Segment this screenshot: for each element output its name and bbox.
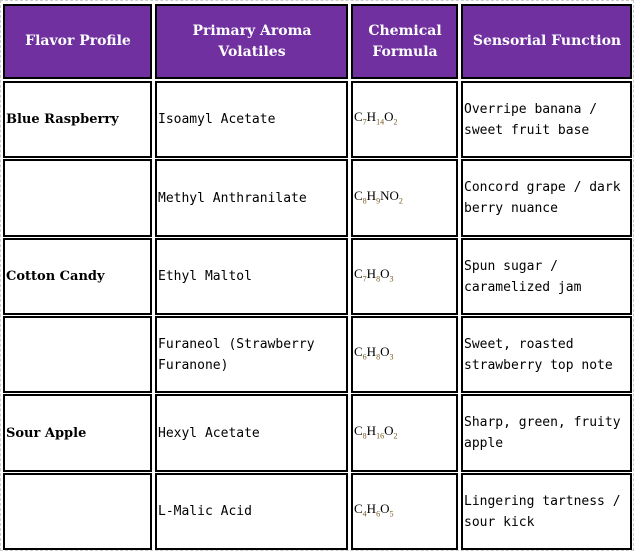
element-symbol: H bbox=[366, 501, 377, 517]
function-cell-text: Sweet, roasted strawberry top note bbox=[464, 336, 613, 373]
subscript-count: 2 bbox=[398, 196, 403, 206]
element-symbol: H bbox=[366, 109, 377, 125]
chemical-formula: C4H6O5 bbox=[354, 498, 393, 525]
volatile-cell: L-Malic Acid bbox=[155, 473, 348, 550]
subscript-count: 2 bbox=[393, 117, 398, 127]
chemical-formula: C8H16O2 bbox=[354, 420, 397, 447]
header-sensorial-function: Sensorial Function bbox=[461, 4, 632, 79]
flavor-cell bbox=[3, 159, 152, 237]
volatile-cell: Furaneol (Strawberry Furanone) bbox=[155, 316, 348, 393]
subscript-count: 6 bbox=[376, 509, 381, 519]
volatile-cell: Isoamyl Acetate bbox=[155, 81, 348, 158]
chemical-formula: C8H9NO2 bbox=[354, 185, 403, 212]
element-symbol: C bbox=[354, 109, 363, 125]
flavor-cell bbox=[3, 473, 152, 550]
subscript-count: 2 bbox=[393, 431, 398, 441]
volatile-cell: Methyl Anthranilate bbox=[155, 159, 348, 237]
function-cell: Concord grape / dark berry nuance bbox=[461, 159, 632, 237]
element-symbol: NO bbox=[380, 187, 399, 203]
chemical-formula: C7H8O3 bbox=[354, 263, 393, 290]
formula-cell: C4H6O5 bbox=[351, 473, 458, 550]
header-aroma-volatiles: Primary Aroma Volatiles bbox=[155, 4, 348, 79]
element-symbol: H bbox=[366, 187, 377, 203]
subscript-count: 6 bbox=[362, 352, 367, 362]
subscript-count: 5 bbox=[389, 509, 394, 519]
function-cell: Overripe banana / sweet fruit base bbox=[461, 81, 632, 158]
header-label: Flavor Profile bbox=[25, 33, 131, 49]
volatile-cell-text: Hexyl Acetate bbox=[158, 425, 260, 441]
formula-cell: C8H16O2 bbox=[351, 394, 458, 472]
flavor-cell bbox=[3, 316, 152, 393]
flavor-cell-text: Blue Raspberry bbox=[6, 112, 119, 127]
element-symbol: C bbox=[354, 187, 363, 203]
volatile-cell: Hexyl Acetate bbox=[155, 394, 348, 472]
subscript-count: 8 bbox=[362, 431, 367, 441]
element-symbol: H bbox=[366, 266, 377, 282]
function-cell-text: Concord grape / dark berry nuance bbox=[464, 180, 621, 216]
subscript-count: 9 bbox=[376, 196, 381, 206]
subscript-count: 16 bbox=[376, 431, 385, 441]
formula-cell: C6H8O3 bbox=[351, 316, 458, 393]
function-cell-text: Overripe banana / sweet fruit base bbox=[464, 101, 598, 138]
subscript-count: 3 bbox=[389, 352, 394, 362]
function-cell-text: Spun sugar / caramelized jam bbox=[464, 258, 582, 295]
subscript-count: 8 bbox=[376, 352, 381, 362]
volatile-cell-text: Furaneol (Strawberry Furanone) bbox=[158, 336, 315, 373]
formula-cell: C7H14O2 bbox=[351, 81, 458, 158]
subscript-count: 8 bbox=[362, 196, 367, 206]
element-symbol: H bbox=[366, 344, 377, 360]
element-symbol: O bbox=[384, 109, 394, 125]
volatile-cell-text: Ethyl Maltol bbox=[158, 269, 252, 284]
header-label: Primary Aroma Volatiles bbox=[192, 22, 312, 60]
chemical-formula: C6H8O3 bbox=[354, 341, 393, 368]
formula-cell: C8H9NO2 bbox=[351, 159, 458, 237]
function-cell: Sharp, green, fruity apple bbox=[461, 394, 632, 472]
function-cell-text: Sharp, green, fruity apple bbox=[464, 415, 621, 451]
header-label: Chemical Formula bbox=[368, 22, 442, 60]
function-cell-text: Lingering tartness / sour kick bbox=[464, 493, 621, 530]
formula-cell: C7H8O3 bbox=[351, 238, 458, 315]
element-symbol: O bbox=[380, 344, 390, 360]
header-chemical-formula: Chemical Formula bbox=[351, 4, 458, 79]
function-cell: Lingering tartness / sour kick bbox=[461, 473, 632, 550]
element-symbol: C bbox=[354, 501, 363, 517]
flavor-cell-text: Cotton Candy bbox=[6, 269, 105, 284]
function-cell: Sweet, roasted strawberry top note bbox=[461, 316, 632, 393]
element-symbol: C bbox=[354, 344, 363, 360]
header-flavor-profile: Flavor Profile bbox=[3, 4, 152, 79]
volatile-cell-text: Isoamyl Acetate bbox=[158, 112, 276, 127]
element-symbol: C bbox=[354, 422, 363, 438]
subscript-count: 3 bbox=[389, 274, 394, 284]
flavor-cell: Sour Apple bbox=[3, 394, 152, 472]
subscript-count: 14 bbox=[376, 117, 385, 127]
flavor-cell-text: Sour Apple bbox=[6, 425, 87, 441]
flavor-cell: Cotton Candy bbox=[3, 238, 152, 315]
flavor-cell: Blue Raspberry bbox=[3, 81, 152, 158]
function-cell: Spun sugar / caramelized jam bbox=[461, 238, 632, 315]
element-symbol: O bbox=[380, 266, 390, 282]
volatile-cell-text: L-Malic Acid bbox=[158, 504, 252, 519]
subscript-count: 7 bbox=[362, 117, 367, 127]
element-symbol: O bbox=[384, 422, 394, 438]
volatile-cell: Ethyl Maltol bbox=[155, 238, 348, 315]
subscript-count: 4 bbox=[362, 509, 367, 519]
subscript-count: 7 bbox=[362, 274, 367, 284]
chemical-formula: C7H14O2 bbox=[354, 106, 397, 133]
element-symbol: O bbox=[380, 501, 390, 517]
subscript-count: 8 bbox=[376, 274, 381, 284]
volatile-cell-text: Methyl Anthranilate bbox=[158, 190, 307, 206]
header-label: Sensorial Function bbox=[472, 33, 622, 49]
element-symbol: C bbox=[354, 266, 363, 282]
element-symbol: H bbox=[366, 422, 377, 438]
